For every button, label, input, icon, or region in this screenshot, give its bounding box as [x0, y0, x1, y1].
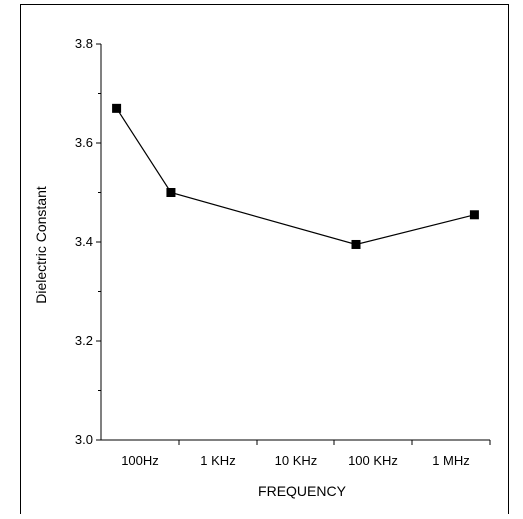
y-tick-label: 3.2: [75, 333, 93, 348]
x-axis-title: FREQUENCY: [258, 483, 347, 499]
x-tick-label: 1 MHz: [432, 453, 470, 468]
y-tick-label: 3.8: [75, 36, 93, 51]
x-tick-label: 10 KHz: [275, 453, 318, 468]
data-point-marker: [469, 210, 479, 220]
y-tick-label: 3.6: [75, 135, 93, 150]
data-point-marker: [351, 239, 361, 249]
y-tick-label: 3.4: [75, 234, 93, 249]
x-tick-label: 100Hz: [121, 453, 159, 468]
series-line: [116, 108, 475, 246]
x-tick-label: 100 KHz: [348, 453, 398, 468]
y-tick-label: 3.0: [75, 432, 93, 447]
y-axis-title: Dielectric Constant: [33, 186, 49, 304]
tick-labels: 3.0 3.2 3.4 3.6 3.8 100Hz 1 KHz 10 KHz 100 KHz 1 …: [75, 36, 470, 468]
x-tick-label: 1 KHz: [200, 453, 235, 468]
axes: [100, 44, 490, 441]
chart-border: [20, 4, 509, 519]
data-point-marker: [166, 188, 176, 197]
ticks: [96, 43, 491, 445]
series-layer: [112, 103, 479, 249]
data-point-marker: [112, 103, 122, 113]
